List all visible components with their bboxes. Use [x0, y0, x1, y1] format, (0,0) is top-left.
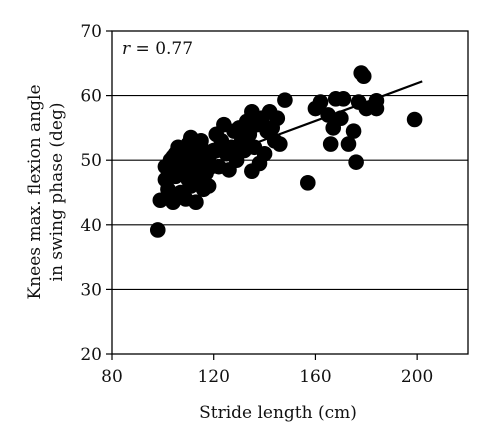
x-tick-labels: 80 120 160 200 [101, 367, 433, 387]
data-point [406, 111, 423, 128]
y-axis-title-line-2: in swing phase (deg) [47, 103, 67, 282]
data-points [149, 65, 423, 238]
x-tick-label: 80 [101, 367, 123, 387]
data-point [322, 136, 339, 152]
data-point [348, 154, 364, 170]
correlation-annotation: r = 0.77 [122, 39, 193, 59]
correlation-r-symbol: r [122, 39, 131, 59]
data-point [272, 136, 288, 152]
x-tick-label: 200 [401, 367, 433, 387]
y-tick-labels: 20 30 40 50 60 70 [80, 22, 102, 365]
y-tick-label: 30 [80, 280, 102, 300]
y-tick-label: 20 [80, 345, 102, 365]
y-axis-title-line-1: Knees max. flexion angle [25, 84, 45, 299]
x-tick-label: 160 [299, 367, 331, 387]
data-point [188, 194, 204, 210]
axis-ticks [106, 30, 418, 360]
data-point [160, 181, 176, 198]
data-point [345, 123, 362, 139]
data-point [368, 100, 385, 117]
data-point [269, 110, 286, 127]
y-axis-title: Knees max. flexion angle in swing phase … [25, 84, 67, 299]
data-point [340, 136, 357, 152]
data-point [320, 107, 336, 123]
x-axis-title: Stride length (cm) [199, 403, 357, 423]
data-point [256, 145, 273, 162]
data-point [152, 192, 169, 209]
plot-area-frame [111, 30, 469, 355]
data-point [312, 94, 329, 110]
data-point [355, 68, 372, 85]
data-point [333, 110, 349, 127]
data-point [335, 91, 352, 107]
y-tick-label: 40 [80, 216, 102, 236]
y-tick-label: 60 [80, 87, 102, 107]
y-tick-label: 70 [80, 22, 102, 42]
data-point [300, 175, 316, 191]
data-point [200, 178, 217, 194]
data-point [277, 92, 293, 108]
data-point [149, 222, 166, 238]
x-tick-label: 120 [197, 367, 229, 387]
correlation-value: = 0.77 [130, 39, 193, 59]
y-tick-label: 50 [80, 151, 102, 171]
